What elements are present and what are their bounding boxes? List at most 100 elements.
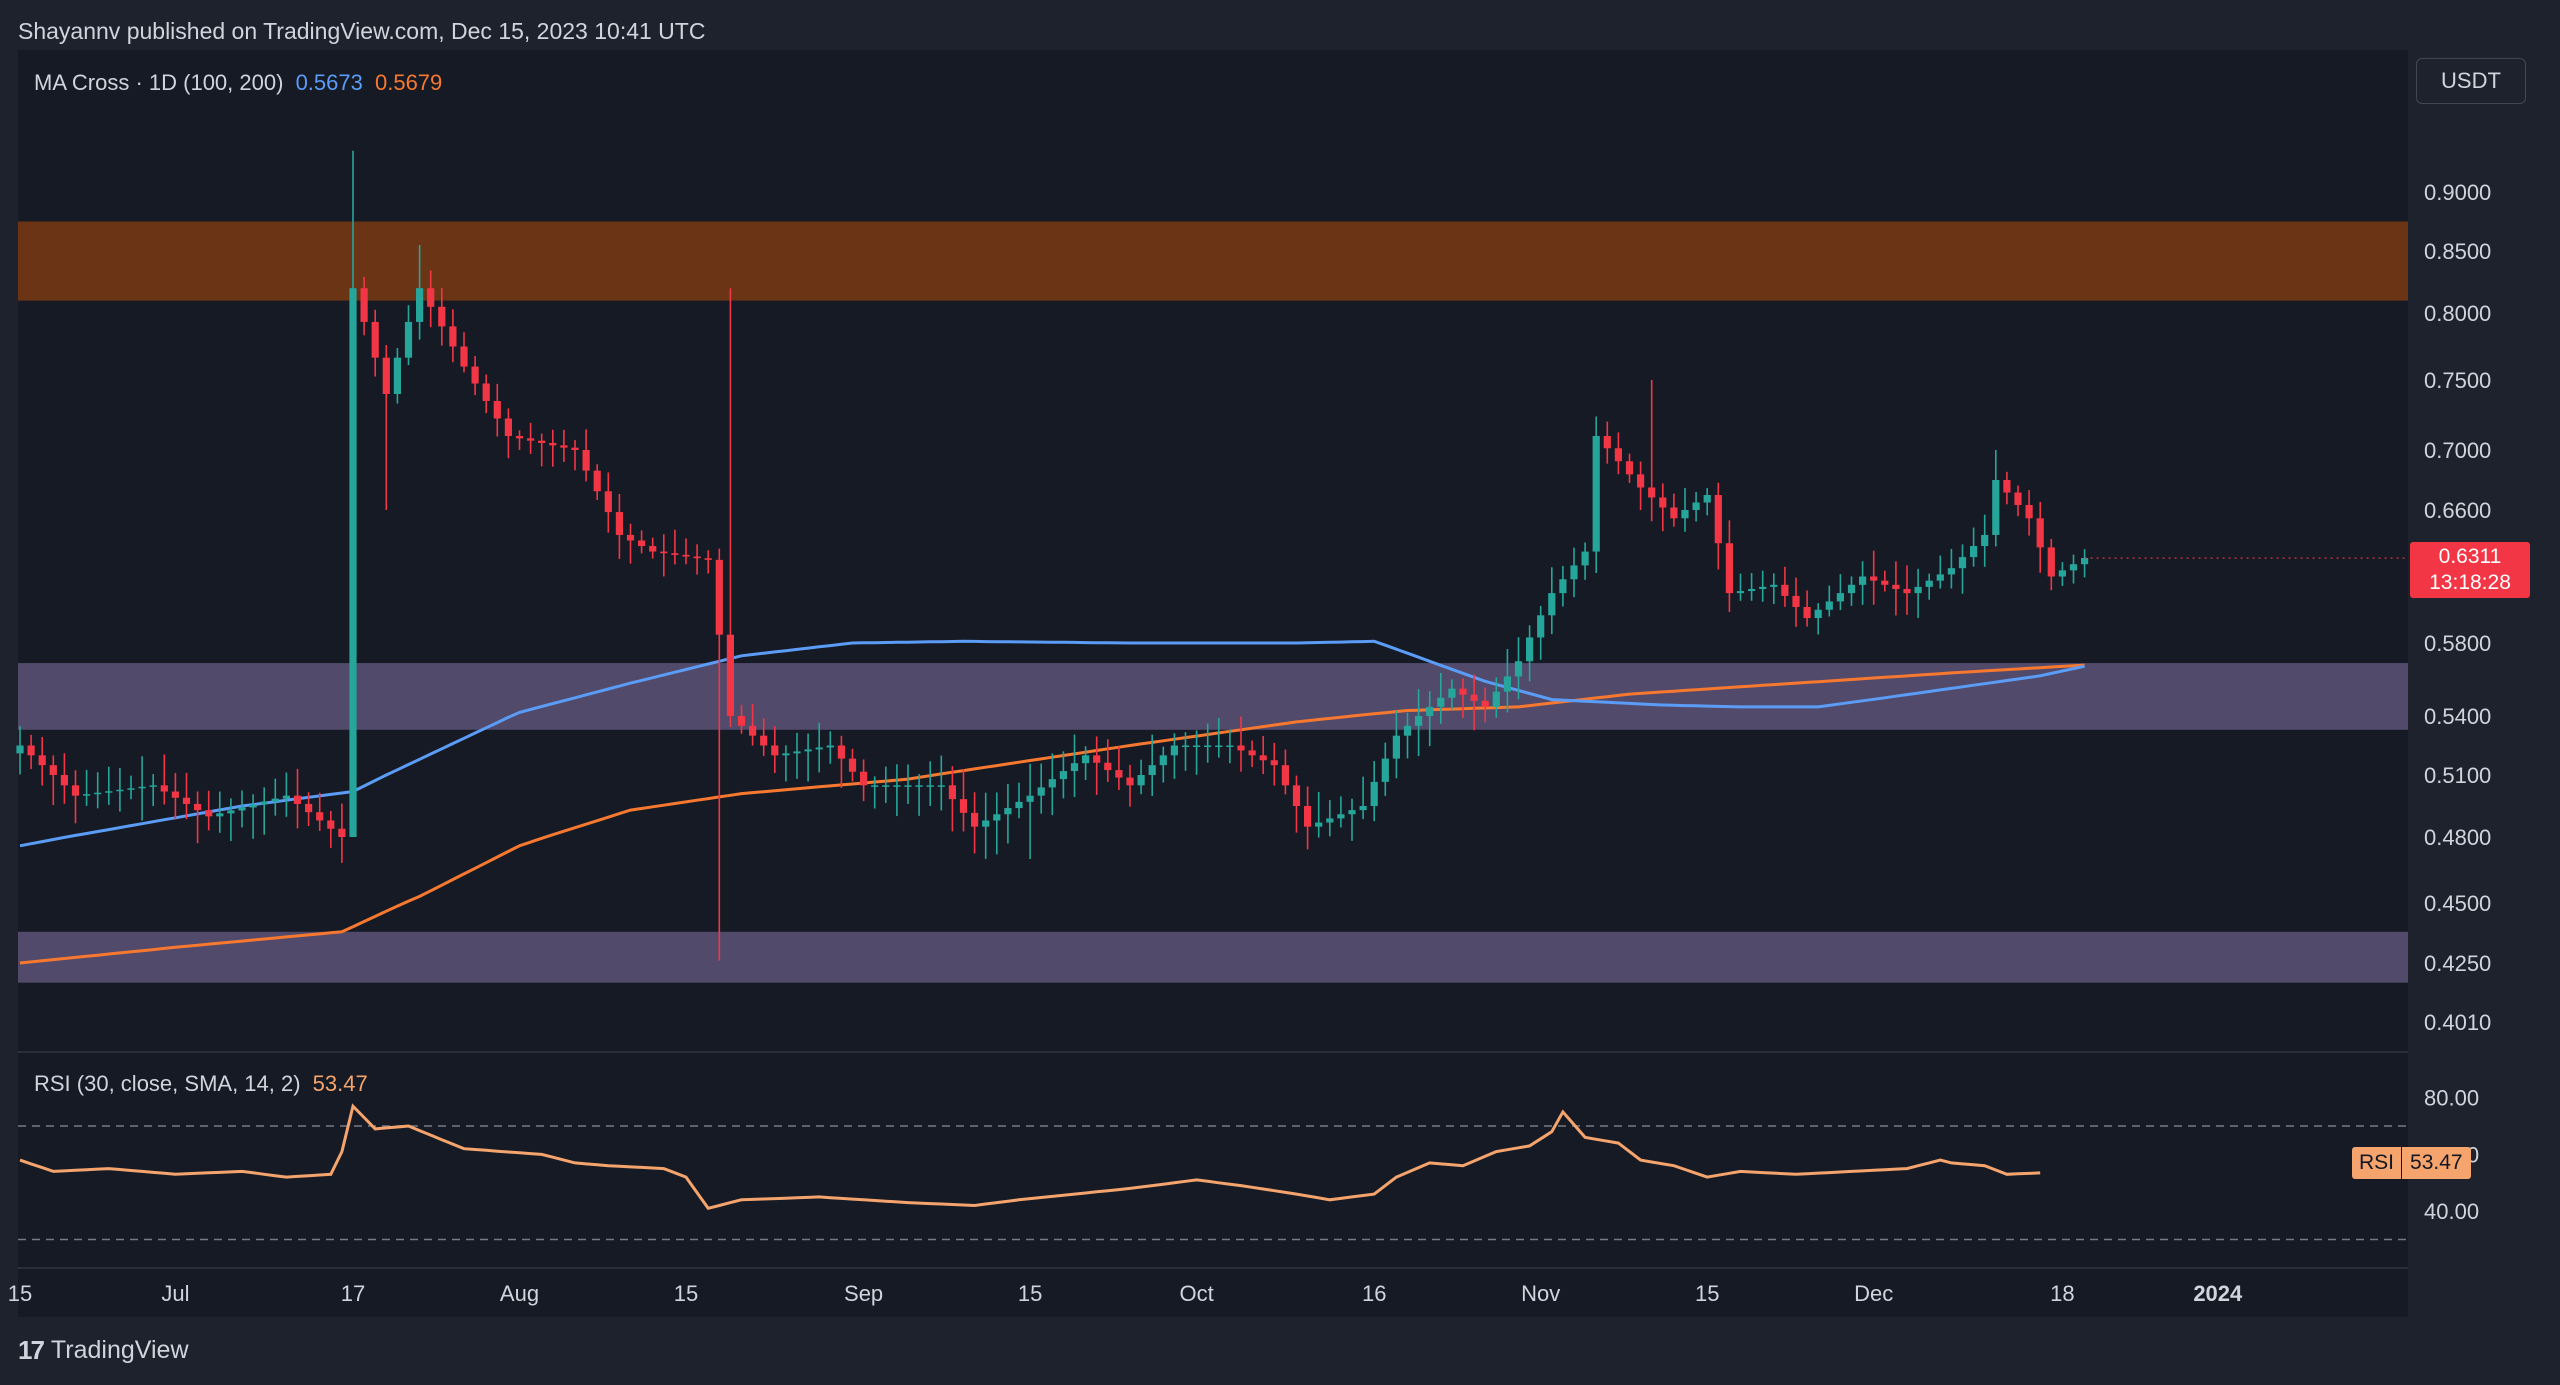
candle — [1337, 796, 1345, 828]
price-tick-label: 0.4800 — [2424, 825, 2491, 850]
candle — [1181, 732, 1190, 771]
rsi-line — [19, 1103, 2041, 1211]
candle — [1736, 573, 1745, 601]
candle — [1770, 573, 1778, 604]
candle — [27, 734, 35, 769]
candle — [1814, 603, 1822, 635]
candle — [1159, 746, 1167, 783]
ma100-value: 0.5673 — [295, 70, 363, 95]
candle — [1881, 570, 1889, 592]
candle — [1692, 492, 1700, 522]
candle — [682, 538, 690, 565]
candle — [1825, 585, 1833, 617]
last-price-value: 0.6311 — [2438, 545, 2502, 568]
candle — [1093, 736, 1101, 795]
ma-cross-label: MA Cross · 1D (100, 200) — [34, 70, 284, 95]
candle — [1259, 736, 1267, 775]
candle — [2047, 538, 2055, 591]
price-tick-label: 0.4500 — [2424, 891, 2491, 916]
time-tick-label: 16 — [1362, 1281, 1386, 1306]
candle — [671, 529, 679, 565]
rsi-indicator-label: RSI (30, close, SMA, 14, 2) — [34, 1071, 301, 1096]
candle — [815, 722, 823, 773]
candle — [1714, 482, 1722, 570]
candle — [749, 704, 757, 746]
candle — [1914, 568, 1922, 619]
candle — [615, 493, 623, 559]
candle — [293, 768, 302, 829]
tradingview-logo-mark: 17 — [18, 1335, 45, 1365]
candle — [1625, 453, 1634, 483]
demand-zone — [18, 931, 2408, 983]
candle — [1548, 567, 1556, 635]
candle — [416, 245, 424, 340]
candle — [49, 755, 57, 806]
candle — [1925, 573, 1933, 600]
candle — [1603, 421, 1611, 464]
candle — [404, 305, 413, 366]
candle — [538, 433, 546, 467]
candle — [1059, 751, 1067, 799]
time-tick-label: 18 — [2050, 1281, 2074, 1306]
candle — [937, 755, 945, 811]
candle — [194, 791, 202, 844]
candle — [1448, 679, 1456, 710]
candle — [1947, 548, 1955, 589]
candle — [1437, 672, 1445, 724]
tradingview-logo-text: TradingView — [50, 1336, 189, 1364]
candle — [360, 276, 368, 336]
bar-countdown: 13:18:28 — [2429, 571, 2511, 594]
candle — [593, 464, 601, 501]
candle — [993, 792, 1001, 855]
price-tick-label: 0.9000 — [2424, 180, 2491, 205]
ma-cross-legend[interactable]: MA Cross · 1D (100, 200) 0.5673 0.5679 — [34, 70, 442, 96]
candle — [1870, 550, 1878, 605]
price-tick-label: 0.8000 — [2424, 301, 2491, 326]
candle — [515, 430, 524, 450]
currency-button[interactable]: USDT — [2416, 58, 2526, 104]
candle — [904, 764, 912, 805]
candle — [105, 766, 113, 805]
candle — [1703, 488, 1711, 516]
candle — [1637, 461, 1645, 511]
candle — [848, 748, 857, 782]
candle — [316, 792, 324, 831]
candle — [160, 754, 168, 805]
candle — [427, 270, 435, 328]
candle — [2025, 490, 2033, 536]
time-tick-label: 15 — [8, 1281, 32, 1306]
candle — [737, 705, 746, 734]
candle — [1170, 733, 1178, 779]
candle — [571, 439, 579, 471]
candle — [1082, 746, 1090, 781]
candle — [1359, 776, 1367, 820]
tradingview-logo[interactable]: 17 TradingView — [18, 1335, 189, 1366]
rsi-legend-value: 53.47 — [312, 1071, 368, 1096]
candle — [1037, 763, 1045, 814]
candle — [1193, 730, 1201, 775]
time-tick-label: 17 — [341, 1281, 365, 1306]
supply-zone — [18, 221, 2408, 301]
candle — [1126, 764, 1134, 807]
rsi-legend[interactable]: RSI (30, close, SMA, 14, 2) 53.47 — [34, 1071, 368, 1097]
rsi-badge-value: 53.47 — [2401, 1147, 2471, 1179]
candle — [1836, 574, 1844, 611]
candle — [1936, 555, 1944, 589]
candle — [260, 787, 268, 835]
candle — [1681, 488, 1689, 532]
header-bar: Shayannv published on TradingView.com, D… — [0, 0, 2560, 50]
candle — [860, 759, 868, 802]
candle — [305, 792, 313, 827]
price-tick-label: 0.6600 — [2424, 498, 2491, 523]
candle — [1559, 565, 1567, 607]
candle — [1492, 677, 1500, 718]
candle — [94, 772, 102, 809]
candle — [1215, 718, 1223, 758]
candle — [271, 778, 279, 816]
candle — [282, 772, 290, 817]
candle — [1326, 800, 1334, 837]
candle — [1725, 520, 1733, 613]
candle — [438, 288, 446, 346]
candle — [1514, 637, 1523, 700]
